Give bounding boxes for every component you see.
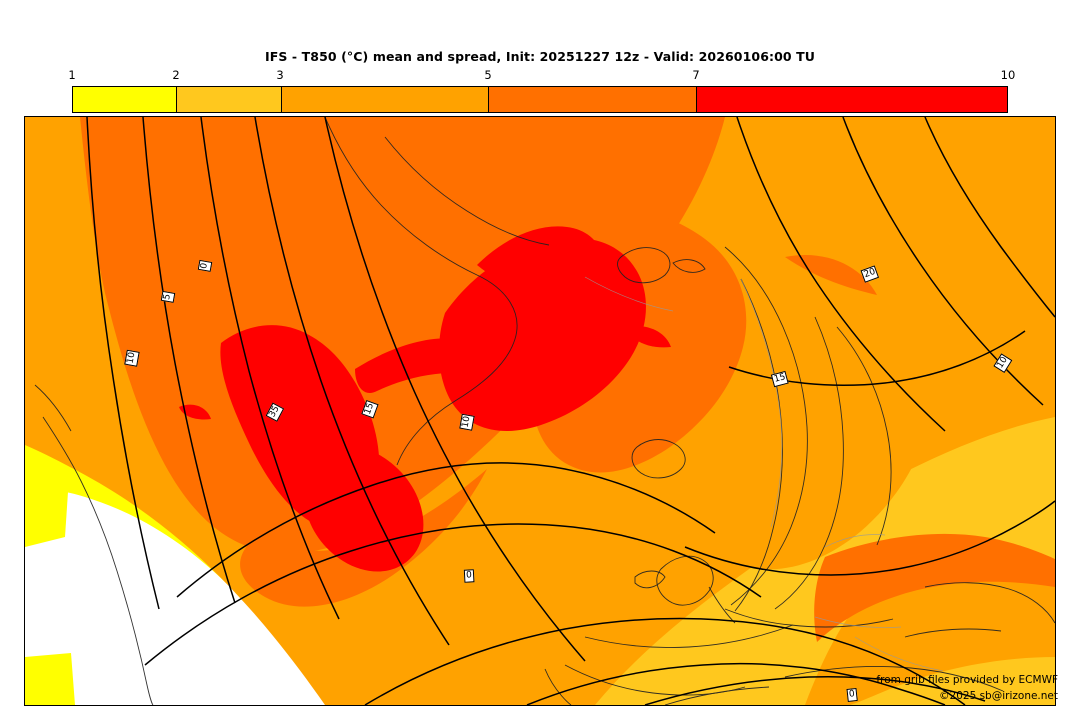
contour-label: 0 xyxy=(846,688,858,702)
colorbar xyxy=(72,86,1008,113)
colorbar-tick-1: 1 xyxy=(68,68,76,82)
colorbar-tick-10: 10 xyxy=(1000,68,1016,82)
colorbar-tick-5: 5 xyxy=(484,68,492,82)
colorbar-segment-2 xyxy=(280,87,489,112)
colorbar-gradient xyxy=(72,86,1008,113)
map-plot xyxy=(25,117,1055,705)
colorbar-tick-3: 3 xyxy=(276,68,284,82)
contour-label: 0 xyxy=(463,569,475,583)
source-credit: from grib files provided by ECMWF xyxy=(876,674,1058,686)
colorbar-segment-1 xyxy=(176,87,281,112)
colorbar-tick-2: 2 xyxy=(172,68,180,82)
contour-label: 10 xyxy=(124,349,140,367)
contour-label: 5 xyxy=(160,291,176,303)
colorbar-tick-7: 7 xyxy=(692,68,700,82)
copyright-credit: ©2025 sb@irizone.net xyxy=(939,690,1058,702)
colorbar-tick-labels: 1 2 3 5 7 10 xyxy=(68,68,1015,84)
colorbar-segment-0 xyxy=(73,87,177,112)
contour-label: 10 xyxy=(459,413,475,431)
contour-label: 0 xyxy=(197,260,213,272)
colorbar-segment-4 xyxy=(696,87,1007,112)
colorbar-segment-3 xyxy=(488,87,696,112)
page-title: IFS - T850 (°C) mean and spread, Init: 2… xyxy=(264,49,816,64)
